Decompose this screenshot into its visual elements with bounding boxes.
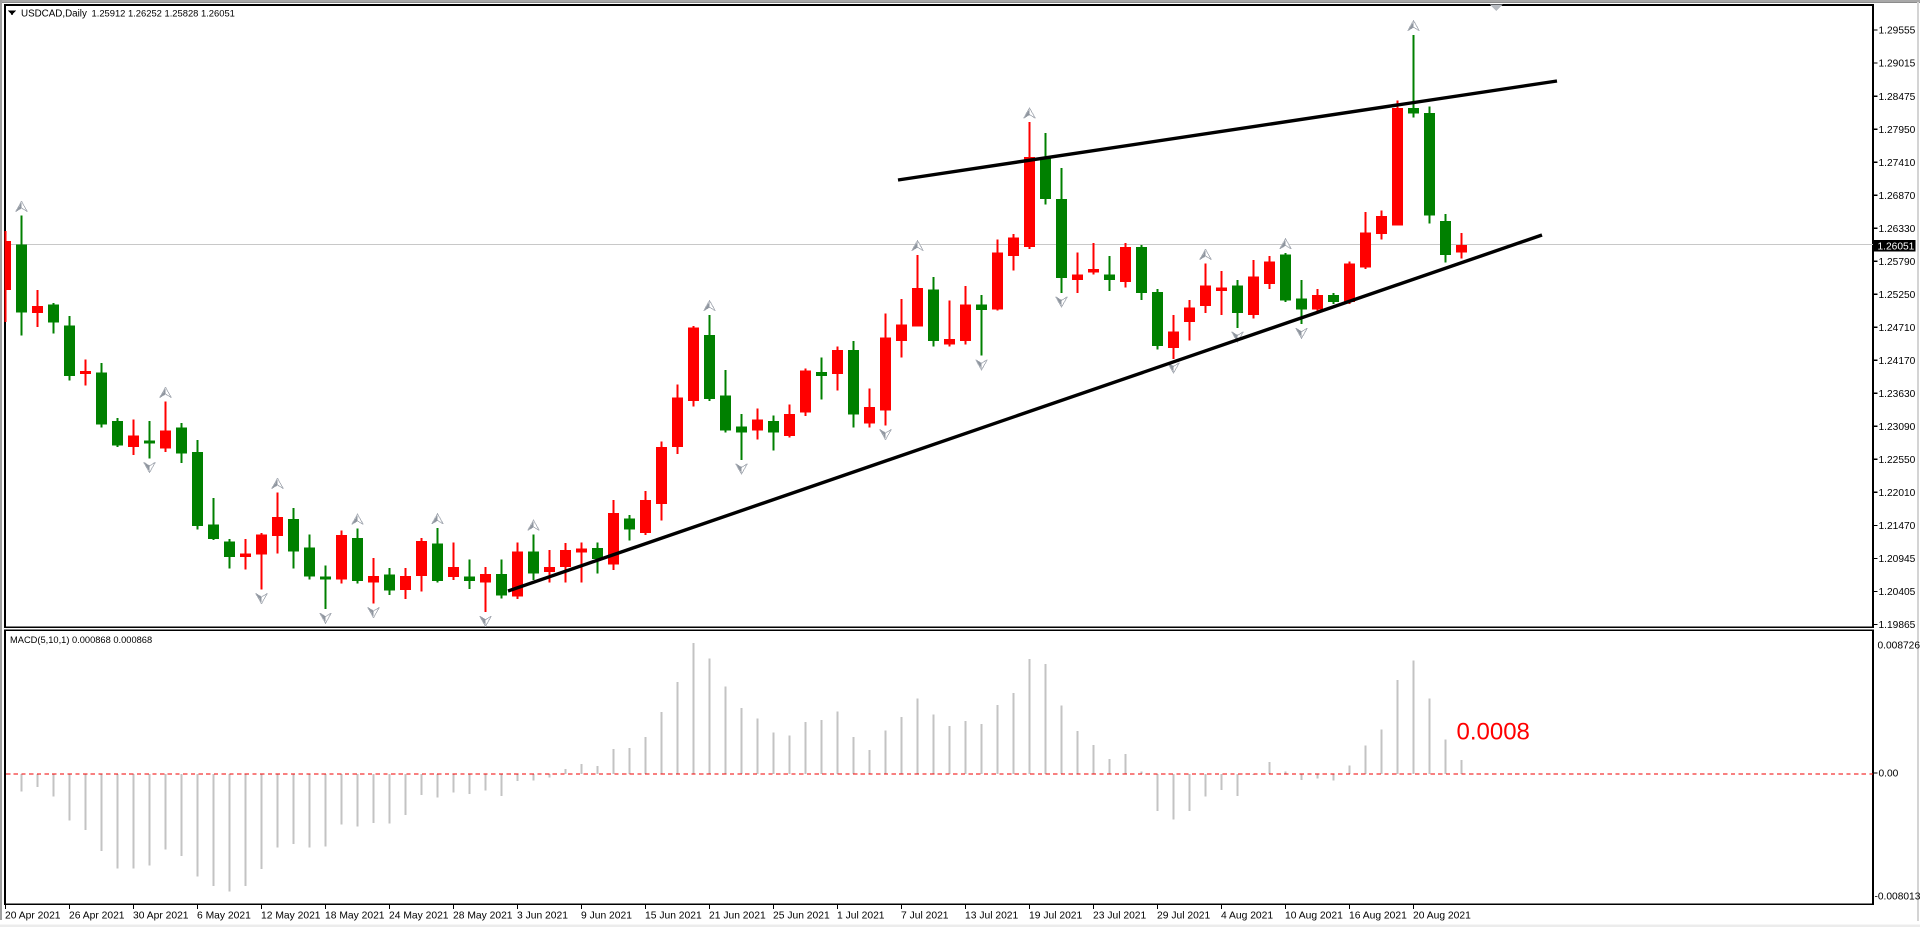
svg-text:7 Jul 2021: 7 Jul 2021	[901, 911, 949, 922]
svg-text:1.25912 1.26252 1.25828 1.2605: 1.25912 1.26252 1.25828 1.26051	[92, 7, 235, 18]
svg-text:26 Apr 2021: 26 Apr 2021	[69, 911, 125, 922]
svg-text:USDCAD,Daily: USDCAD,Daily	[21, 8, 87, 19]
svg-text:24 May 2021: 24 May 2021	[389, 911, 449, 922]
svg-text:25 Jun 2021: 25 Jun 2021	[773, 911, 830, 922]
svg-text:1.23630: 1.23630	[1879, 389, 1916, 400]
svg-text:16 Aug 2021: 16 Aug 2021	[1349, 911, 1407, 922]
svg-text:21 Jun 2021: 21 Jun 2021	[709, 911, 766, 922]
svg-text:1.25790: 1.25790	[1879, 257, 1916, 268]
svg-text:1.26330: 1.26330	[1879, 224, 1916, 235]
svg-text:10 Aug 2021: 10 Aug 2021	[1285, 911, 1343, 922]
svg-text:1.29015: 1.29015	[1879, 59, 1916, 70]
svg-text:4 Aug 2021: 4 Aug 2021	[1221, 911, 1273, 922]
svg-text:1.21470: 1.21470	[1879, 521, 1916, 532]
svg-text:29 Jul 2021: 29 Jul 2021	[1157, 911, 1211, 922]
svg-text:28 May 2021: 28 May 2021	[453, 911, 513, 922]
svg-text:MACD(5,10,1) 0.000868 0.000868: MACD(5,10,1) 0.000868 0.000868	[10, 635, 152, 645]
svg-text:-0.008013: -0.008013	[1875, 892, 1920, 903]
svg-text:15 Jun 2021: 15 Jun 2021	[645, 911, 702, 922]
svg-text:1.28475: 1.28475	[1879, 92, 1916, 103]
svg-text:1.23090: 1.23090	[1879, 422, 1916, 433]
svg-text:1.25250: 1.25250	[1879, 290, 1916, 301]
svg-text:6 May 2021: 6 May 2021	[197, 911, 251, 922]
svg-text:1 Jul 2021: 1 Jul 2021	[837, 911, 885, 922]
svg-text:1.22010: 1.22010	[1879, 488, 1916, 499]
svg-text:23 Jul 2021: 23 Jul 2021	[1093, 911, 1147, 922]
svg-text:19 Jul 2021: 19 Jul 2021	[1029, 911, 1083, 922]
svg-text:30 Apr 2021: 30 Apr 2021	[133, 911, 189, 922]
svg-text:1.24710: 1.24710	[1879, 323, 1916, 334]
svg-text:12 May 2021: 12 May 2021	[261, 911, 321, 922]
svg-text:0.00: 0.00	[1879, 769, 1899, 780]
svg-text:20 Apr 2021: 20 Apr 2021	[5, 911, 61, 922]
svg-text:0.0008: 0.0008	[1457, 719, 1530, 746]
svg-text:18 May 2021: 18 May 2021	[325, 911, 385, 922]
svg-text:1.26870: 1.26870	[1879, 191, 1916, 202]
svg-text:9 Jun 2021: 9 Jun 2021	[581, 911, 632, 922]
svg-text:13 Jul 2021: 13 Jul 2021	[965, 911, 1019, 922]
svg-text:3 Jun 2021: 3 Jun 2021	[517, 911, 568, 922]
svg-text:1.29555: 1.29555	[1879, 26, 1916, 37]
svg-text:1.27950: 1.27950	[1879, 125, 1916, 136]
svg-text:1.20405: 1.20405	[1879, 587, 1916, 598]
svg-text:0.008726: 0.008726	[1878, 641, 1920, 652]
svg-text:1.22550: 1.22550	[1879, 455, 1916, 466]
svg-text:20 Aug 2021: 20 Aug 2021	[1413, 911, 1471, 922]
svg-text:1.19865: 1.19865	[1879, 620, 1916, 631]
svg-text:1.24170: 1.24170	[1879, 356, 1916, 367]
svg-text:1.26051: 1.26051	[1878, 241, 1915, 252]
svg-text:1.20945: 1.20945	[1879, 554, 1916, 565]
svg-text:1.27410: 1.27410	[1879, 158, 1916, 169]
